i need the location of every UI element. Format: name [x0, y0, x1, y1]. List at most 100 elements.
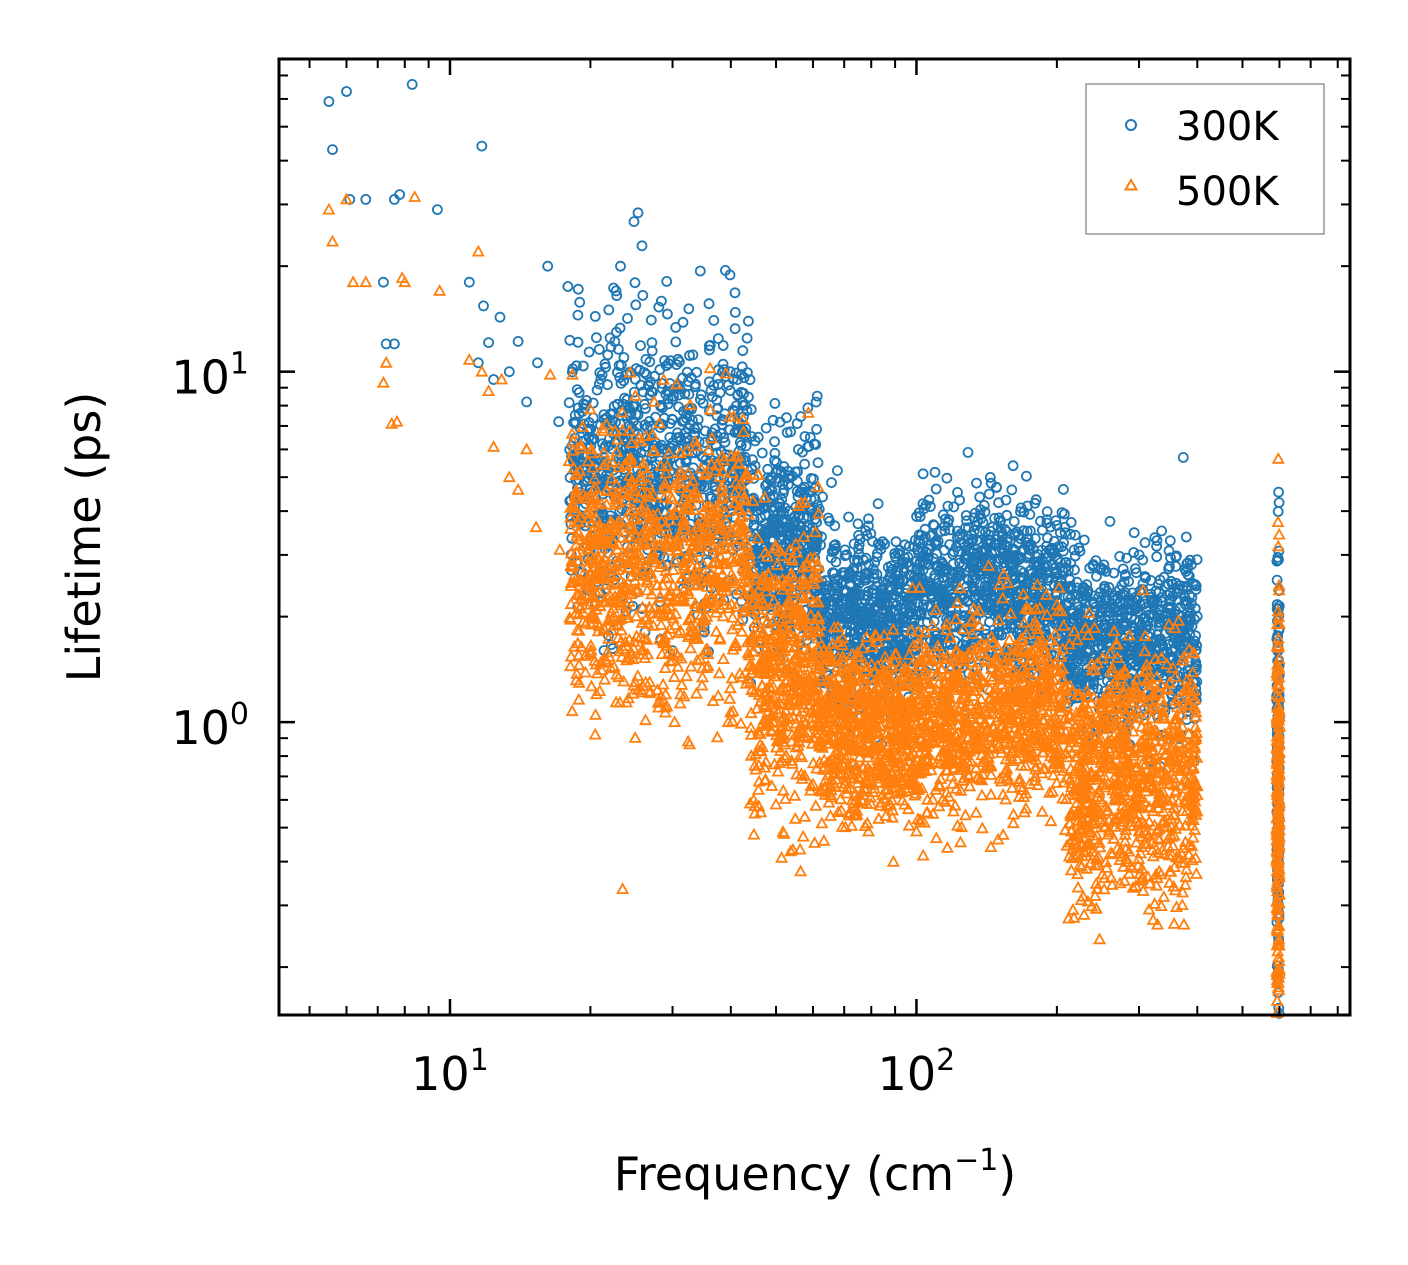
point-300k-790 [737, 400, 749, 411]
point-300k-1704 [886, 560, 897, 572]
point-300k-314 [639, 398, 650, 410]
point-300k-1861 [890, 536, 902, 548]
point-300k-310 [661, 275, 673, 287]
point-300k-838 [743, 391, 754, 403]
point-300k-782 [683, 388, 695, 400]
point-300k-1984 [852, 518, 864, 530]
point-300k-1969 [848, 538, 860, 550]
point-300k-1961 [853, 626, 865, 638]
point-300k-1062 [802, 402, 814, 414]
point-300k-1842 [860, 618, 872, 630]
point-300k-1430 [863, 513, 874, 525]
point-300k-216 [729, 287, 741, 299]
point-300k-1603 [828, 540, 840, 551]
point-300k-1981 [899, 552, 911, 564]
point-300k-565 [603, 440, 615, 452]
point-300k-844 [643, 415, 655, 427]
point-300k-1869 [832, 465, 843, 477]
point-300k-1196 [812, 457, 824, 469]
point-300k-1316 [785, 519, 796, 530]
point-300k-405 [707, 391, 718, 403]
point-300k-532 [674, 431, 686, 443]
point-300k-1948 [862, 612, 873, 624]
point-300k-1992 [850, 587, 862, 599]
point-300k-854 [654, 483, 666, 495]
point-300k-1036 [756, 447, 768, 459]
point-300k-644 [674, 356, 685, 368]
point-300k-1901 [836, 577, 848, 588]
point-300k-494 [706, 427, 718, 439]
point-300k-1970 [847, 601, 859, 613]
point-300k-813 [699, 425, 711, 437]
point-300k-815 [729, 323, 741, 335]
point-300k-376 [572, 283, 584, 295]
point-300k-1690 [843, 511, 854, 523]
point-300k-812 [732, 374, 743, 386]
point-300k-802 [608, 282, 619, 294]
point-300k-1870 [885, 604, 896, 616]
point-300k-781 [697, 397, 709, 409]
point-300k-734 [635, 379, 647, 391]
point-300k-561 [726, 465, 738, 477]
point-300k-606 [717, 340, 729, 351]
point-300k-720 [596, 369, 608, 381]
point-300k-186 [704, 344, 715, 356]
point-300k-1957 [877, 588, 889, 599]
point-300k-700 [593, 378, 605, 390]
point-300k-832 [566, 366, 578, 378]
point-300k-1691 [872, 498, 884, 510]
point-300k-296 [653, 301, 665, 313]
point-300k-683 [677, 316, 689, 328]
point-300k-553 [724, 269, 736, 281]
point-300k-1886 [815, 539, 826, 551]
point-300k-1179 [769, 455, 780, 467]
point-300k-1991 [859, 574, 870, 586]
point-300k-1314 [766, 516, 778, 528]
point-300k-1808 [862, 590, 874, 602]
point-300k-338 [718, 432, 730, 444]
point-300k-1324 [810, 541, 822, 553]
point-300k-1241 [773, 476, 785, 488]
point-300k-317 [729, 306, 741, 318]
point-300k-863 [645, 376, 656, 388]
point-300k-873 [737, 345, 749, 357]
point-300k-438 [635, 446, 647, 458]
point-300k-335 [719, 436, 731, 448]
point-300k-426 [636, 240, 648, 252]
point-300k-1998 [845, 568, 856, 579]
point-300k-1281 [798, 512, 810, 523]
point-300k-1838 [826, 546, 838, 558]
point-300k-867 [738, 372, 750, 384]
point-300k-1325 [769, 397, 781, 409]
point-300k-819 [604, 332, 616, 344]
point-300k-608 [635, 340, 646, 352]
point-300k-1279 [810, 439, 822, 451]
point-300k-795 [656, 439, 667, 451]
point-300k-266 [708, 314, 720, 326]
point-300k-1958 [898, 566, 910, 578]
point-300k-627 [622, 312, 633, 324]
point-300k-1104 [767, 414, 779, 426]
point-300k-1979 [822, 612, 834, 624]
point-300k-1127 [799, 458, 810, 470]
point-300k-1975 [871, 580, 883, 592]
point-300k-724 [673, 401, 684, 413]
point-300k-828 [587, 433, 598, 445]
point-300k-238 [708, 379, 719, 391]
point-300k-68 [630, 299, 642, 311]
point-300k-654 [662, 398, 674, 410]
point-300k-1162 [793, 444, 804, 455]
scatter-points [322, 79, 1286, 1019]
point-300k-1202 [809, 493, 821, 505]
point-300k-1967 [894, 642, 906, 654]
point-300k-1825 [865, 528, 877, 539]
point-300k-1262 [774, 497, 786, 509]
point-300k-393 [730, 367, 742, 379]
point-300k-885 [692, 414, 704, 426]
point-300k-2237 [971, 477, 982, 489]
point-300k-1177 [781, 427, 793, 438]
point-300k-826 [569, 409, 581, 421]
point-300k-537 [589, 310, 601, 322]
point-300k-2104 [999, 524, 1011, 535]
